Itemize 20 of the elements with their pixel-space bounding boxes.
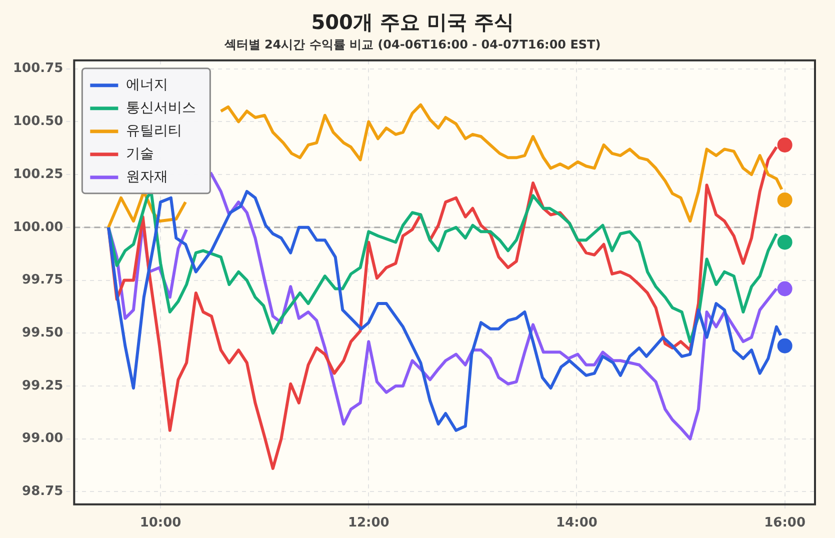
x-tick-label: 10:00 [140,516,182,531]
y-tick-label: 98.75 [22,484,64,500]
x-tick-label: 12:00 [348,516,390,531]
y-tick-label: 100.00 [12,220,64,235]
legend-label: 통신서비스 [126,100,196,116]
y-tick-label: 99.50 [22,326,64,341]
y-tick-label: 100.75 [12,61,64,76]
y-tick-label: 100.50 [12,114,64,130]
legend-label: 에너지 [126,77,168,94]
legend-label: 기술 [126,146,154,162]
legend-label: 원자재 [126,169,168,186]
y-tick-label: 99.00 [22,431,64,446]
x-tick-label: 16:00 [764,516,806,531]
chart-subtitle: 섹터별 24시간 수익률 비교 (04-06T16:00 - 04-07T16:00 EST) [223,37,601,52]
x-tick-label: 14:00 [556,516,598,531]
y-tick-label: 99.75 [22,272,64,288]
legend-label: 유틸리티 [126,123,182,140]
y-tick-label: 99.25 [22,378,64,394]
y-tick-label: 100.25 [12,166,64,182]
chart-title: 500개 주요 미국 주식 [311,10,514,34]
